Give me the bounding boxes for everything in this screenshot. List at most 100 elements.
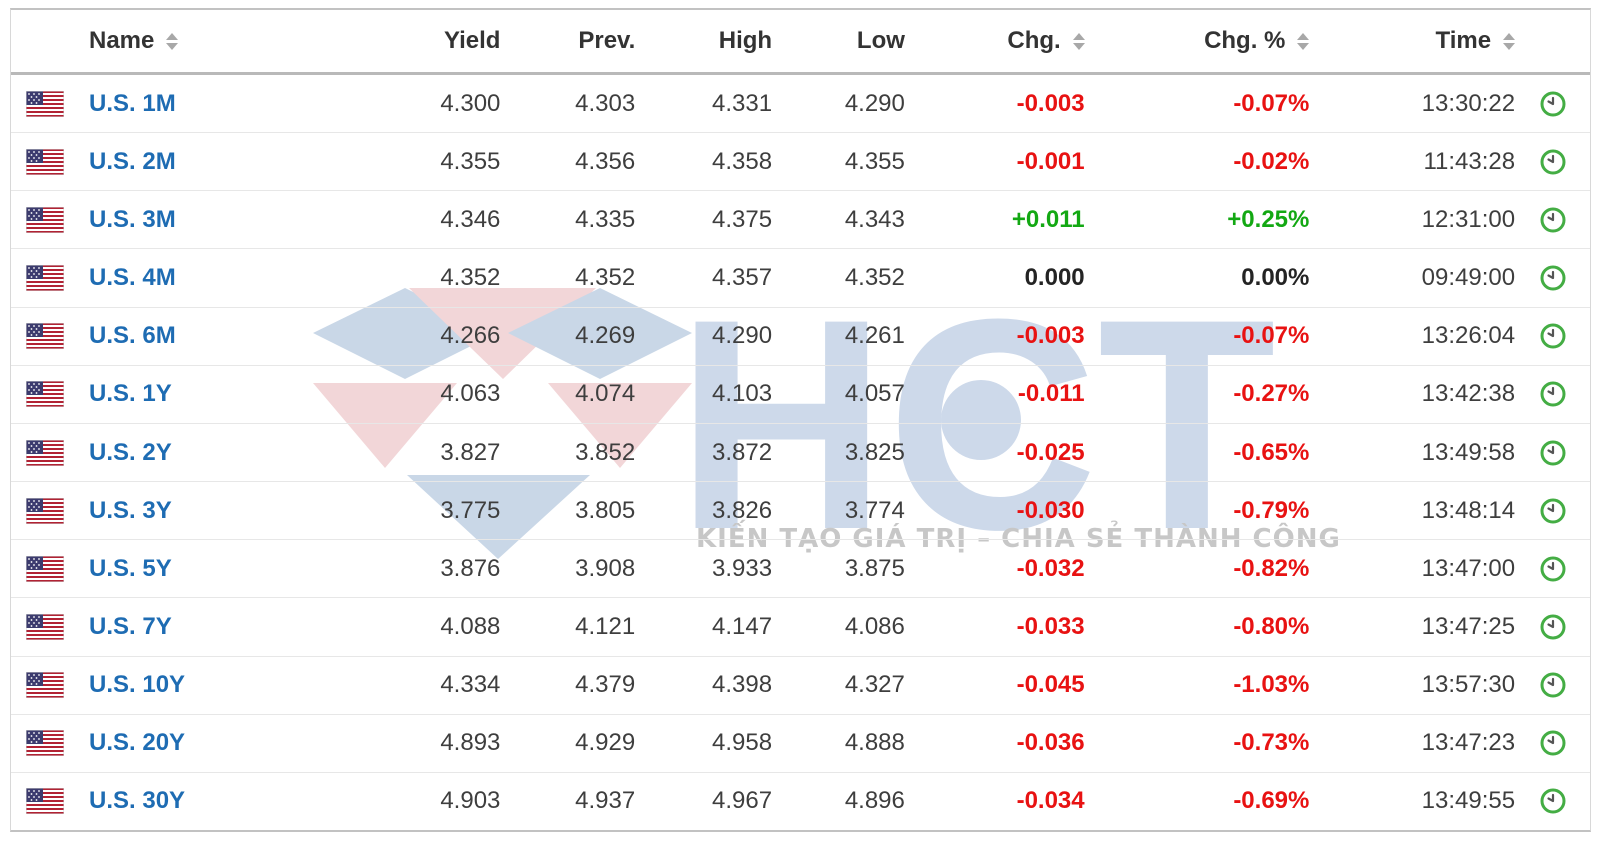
time-value: 13:47:00 [1421, 554, 1516, 582]
change-pct-value: -0.07% [1233, 322, 1310, 350]
yield-value: 4.352 [440, 264, 501, 292]
column-header-label: Yield [443, 27, 501, 54]
yield-value: 3.827 [440, 438, 501, 466]
clock-cell [1515, 380, 1590, 408]
yield-value: 4.088 [440, 612, 501, 640]
low-value: 3.774 [844, 496, 905, 524]
sort-arrows-icon[interactable] [166, 32, 179, 50]
low-value: 4.261 [844, 322, 905, 350]
time-value: 13:30:22 [1421, 89, 1516, 117]
change-pct-value: -0.73% [1233, 729, 1310, 757]
us-flag-icon [26, 497, 64, 524]
high-value: 4.358 [711, 147, 773, 175]
us-flag-icon [26, 323, 64, 350]
instrument-name-link[interactable]: U.S. 1M [89, 89, 176, 117]
change-value: -0.025 [1016, 438, 1085, 466]
high-value: 4.331 [711, 89, 773, 117]
column-header-high: High [635, 27, 772, 55]
yield-value: 4.063 [440, 380, 501, 408]
clock-icon [1540, 440, 1566, 466]
instrument-name-link[interactable]: U.S. 2M [89, 147, 176, 175]
us-flag-icon [26, 788, 64, 815]
name-cell: U.S. 2Y [11, 439, 331, 467]
time-value: 13:48:14 [1421, 496, 1516, 524]
clock-icon [1540, 614, 1566, 640]
high-value: 3.872 [711, 438, 773, 466]
us-flag-icon [26, 439, 64, 466]
column-header-prev: Prev. [500, 27, 635, 55]
low-value: 3.825 [844, 438, 905, 466]
change-value: -0.011 [1017, 380, 1085, 408]
instrument-name-link[interactable]: U.S. 10Y [89, 671, 186, 699]
us-flag-icon [26, 613, 64, 640]
prev-value: 4.356 [575, 147, 636, 175]
yield-value: 4.893 [440, 729, 501, 757]
clock-cell [1515, 148, 1590, 176]
instrument-name-link[interactable]: U.S. 7Y [89, 612, 172, 640]
clock-icon [1540, 323, 1566, 349]
name-cell: U.S. 4M [11, 264, 331, 292]
column-header-name[interactable]: Name [11, 27, 331, 55]
yield-value: 4.334 [440, 671, 501, 699]
table-row: U.S. 3M 4.346 4.335 4.375 4.343 +0.011 +… [11, 191, 1590, 250]
change-pct-value: +0.25% [1227, 205, 1310, 233]
low-value: 4.896 [844, 787, 905, 815]
instrument-name-link[interactable]: U.S. 4M [89, 264, 176, 292]
column-header-chg[interactable]: Chg. [905, 27, 1085, 55]
instrument-name-link[interactable]: U.S. 6M [89, 322, 176, 350]
column-header-label: Prev. [578, 27, 636, 54]
instrument-name-link[interactable]: U.S. 3Y [89, 496, 172, 524]
name-cell: U.S. 2M [11, 148, 331, 176]
yield-value: 4.903 [440, 787, 501, 815]
sort-arrows-icon[interactable] [1072, 32, 1085, 50]
high-value: 3.826 [711, 496, 773, 524]
table-header-row: Name Yield Prev. High Low Chg. Chg. % [11, 10, 1590, 75]
yield-value: 4.300 [440, 89, 501, 117]
sort-arrows-icon[interactable] [1503, 32, 1516, 50]
yield-value: 3.876 [440, 554, 501, 582]
change-pct-value: 0.00% [1241, 264, 1310, 292]
instrument-name-link[interactable]: U.S. 20Y [89, 729, 186, 757]
instrument-name-link[interactable]: U.S. 2Y [89, 438, 172, 466]
column-header-chg-pct[interactable]: Chg. % [1085, 27, 1310, 55]
table-body: U.S. 1M 4.300 4.303 4.331 4.290 -0.003 -… [11, 75, 1590, 830]
time-value: 13:49:58 [1421, 438, 1516, 466]
low-value: 3.875 [844, 554, 905, 582]
low-value: 4.290 [844, 89, 905, 117]
instrument-name-link[interactable]: U.S. 1Y [89, 380, 172, 408]
time-value: 12:31:00 [1421, 205, 1516, 233]
column-header-label: Chg. [1007, 27, 1061, 54]
clock-icon [1540, 556, 1566, 582]
table-row: U.S. 20Y 4.893 4.929 4.958 4.888 -0.036 … [11, 715, 1590, 773]
sort-arrows-icon[interactable] [1297, 32, 1310, 50]
low-value: 4.057 [844, 380, 905, 408]
table-row: U.S. 30Y 4.903 4.937 4.967 4.896 -0.034 … [11, 773, 1590, 830]
us-flag-icon [26, 148, 64, 175]
name-cell: U.S. 6M [11, 322, 331, 350]
column-header-time[interactable]: Time [1309, 27, 1516, 55]
yield-value: 4.346 [440, 205, 501, 233]
prev-value: 4.121 [575, 612, 636, 640]
instrument-name-link[interactable]: U.S. 30Y [89, 787, 186, 815]
change-value: -0.034 [1016, 787, 1085, 815]
instrument-name-link[interactable]: U.S. 3M [89, 205, 176, 233]
instrument-name-link[interactable]: U.S. 5Y [89, 554, 172, 582]
table-row: U.S. 4M 4.352 4.352 4.357 4.352 0.000 0.… [11, 249, 1590, 308]
name-cell: U.S. 1Y [11, 380, 331, 408]
column-header-low: Low [772, 27, 905, 55]
change-value: -0.036 [1016, 729, 1085, 757]
yield-value: 4.266 [440, 322, 501, 350]
change-pct-value: -0.27% [1233, 380, 1310, 408]
prev-value: 4.379 [575, 671, 636, 699]
yields-table: Name Yield Prev. High Low Chg. Chg. % [10, 8, 1591, 832]
clock-cell [1515, 90, 1590, 118]
high-value: 4.290 [711, 322, 773, 350]
change-pct-value: -0.79% [1233, 496, 1310, 524]
clock-cell [1515, 787, 1590, 815]
clock-cell [1515, 497, 1590, 525]
clock-icon [1540, 730, 1566, 756]
low-value: 4.352 [844, 264, 905, 292]
change-value: -0.032 [1016, 554, 1085, 582]
clock-icon [1540, 265, 1566, 291]
clock-cell [1515, 322, 1590, 350]
